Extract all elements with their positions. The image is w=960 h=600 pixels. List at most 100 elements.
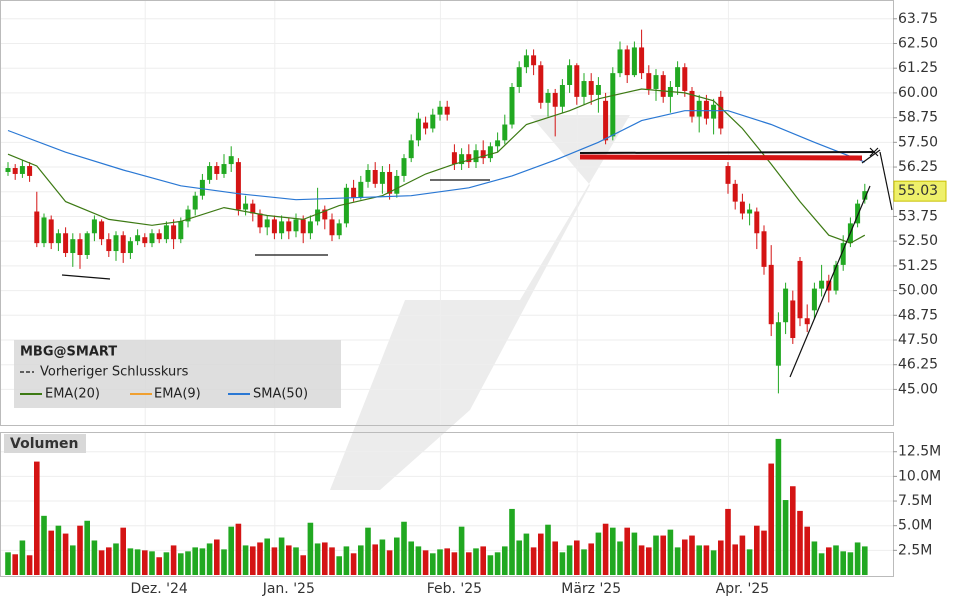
volume-bar	[494, 552, 501, 575]
trend-line	[861, 149, 881, 164]
candle-body	[603, 100, 609, 141]
candle-body	[531, 55, 537, 66]
y-tick-label: 52.50	[898, 233, 938, 249]
watermark	[330, 115, 630, 490]
candle-body	[394, 175, 400, 194]
candle-body	[257, 213, 263, 228]
candle-body	[754, 211, 760, 234]
candle-body	[271, 219, 277, 234]
volume-bar	[631, 532, 638, 575]
volume-bar	[545, 524, 551, 575]
volume-bar	[192, 547, 198, 575]
volume-bar	[487, 555, 494, 575]
candle-body	[631, 47, 637, 76]
candle-body	[27, 166, 33, 176]
volume-bar	[862, 546, 868, 575]
candle-body	[12, 168, 18, 174]
y-tick-label: 48.75	[898, 307, 938, 323]
resistance-line	[579, 151, 876, 154]
volume-bar	[34, 461, 40, 575]
candle-body	[862, 191, 868, 200]
candle-body	[444, 106, 450, 115]
candle-body	[660, 75, 666, 97]
volume-bar	[768, 463, 774, 575]
candle-body	[739, 201, 745, 214]
candle-body	[329, 219, 335, 236]
volume-bar	[307, 522, 314, 575]
x-tick-label: Dez. '24	[131, 581, 188, 597]
candle-body	[207, 166, 213, 180]
price-panel	[0, 0, 894, 426]
candle-body	[135, 235, 141, 242]
volume-bar	[336, 556, 342, 575]
volume-bar	[732, 544, 738, 575]
candle-body	[703, 100, 709, 119]
candle-body	[732, 183, 738, 202]
candle-body	[336, 223, 342, 236]
indicator-line	[7, 110, 866, 201]
volume-bar	[826, 547, 832, 575]
volume-bar	[538, 533, 544, 575]
y-tick-label: 10.0M	[898, 468, 941, 484]
volume-bar	[552, 541, 558, 575]
volume-bar	[638, 545, 645, 575]
volume-bar	[206, 543, 213, 575]
legend-label: EMA(9)	[154, 387, 201, 402]
trend-line	[879, 151, 893, 211]
volume-bar	[415, 546, 422, 575]
candle-body	[279, 221, 285, 234]
candle-body	[120, 235, 126, 254]
x-tick-label: März '25	[561, 581, 621, 597]
volume-bar	[854, 542, 861, 575]
candle-body	[84, 233, 90, 255]
candle-body	[322, 209, 328, 220]
candle-body	[55, 233, 61, 244]
candle-body	[228, 156, 234, 165]
volume-bar	[754, 525, 760, 575]
y-tick-label: 57.50	[898, 134, 938, 150]
y-tick-label: 53.75	[898, 208, 938, 224]
candle-body	[696, 100, 702, 117]
volume-bar	[286, 545, 292, 575]
candle-body	[430, 114, 436, 129]
volume-bar	[804, 526, 810, 575]
candle-body	[523, 55, 529, 68]
volume-bar	[12, 554, 18, 575]
volume-bar	[221, 549, 227, 575]
volume-bar	[696, 545, 702, 575]
candle-body	[545, 92, 551, 103]
last-price-box	[893, 180, 947, 202]
candle-body	[343, 187, 349, 224]
volume-bar	[149, 551, 155, 575]
volume-title: Volumen	[10, 436, 79, 452]
candle-body	[358, 181, 364, 198]
candle-body	[70, 239, 76, 254]
volume-bar	[739, 535, 746, 575]
candle-body	[473, 150, 479, 163]
volume-bar	[566, 545, 573, 575]
candle-body	[142, 237, 148, 244]
volume-bar	[502, 546, 508, 575]
candle-body	[653, 75, 659, 89]
volume-bar	[703, 545, 710, 575]
candle-body	[675, 67, 681, 87]
candle-body	[192, 195, 198, 210]
legend-title: MBG@SMART	[20, 345, 117, 360]
candle-body	[617, 49, 623, 74]
candle-body	[574, 65, 580, 97]
candle-body	[379, 171, 385, 184]
volume-bar	[106, 547, 112, 575]
candle-body	[214, 166, 220, 174]
volume-bar	[422, 550, 429, 575]
candle-body	[646, 73, 652, 89]
candle-body	[495, 140, 501, 147]
volume-bar	[430, 553, 436, 575]
candle-body	[315, 209, 321, 222]
candle-body	[243, 203, 249, 210]
volume-bar	[242, 545, 249, 575]
volume-bar	[257, 542, 263, 575]
trend-line	[789, 185, 871, 378]
marker	[869, 147, 879, 157]
candle-body	[768, 264, 774, 325]
volume-bar	[682, 539, 688, 575]
